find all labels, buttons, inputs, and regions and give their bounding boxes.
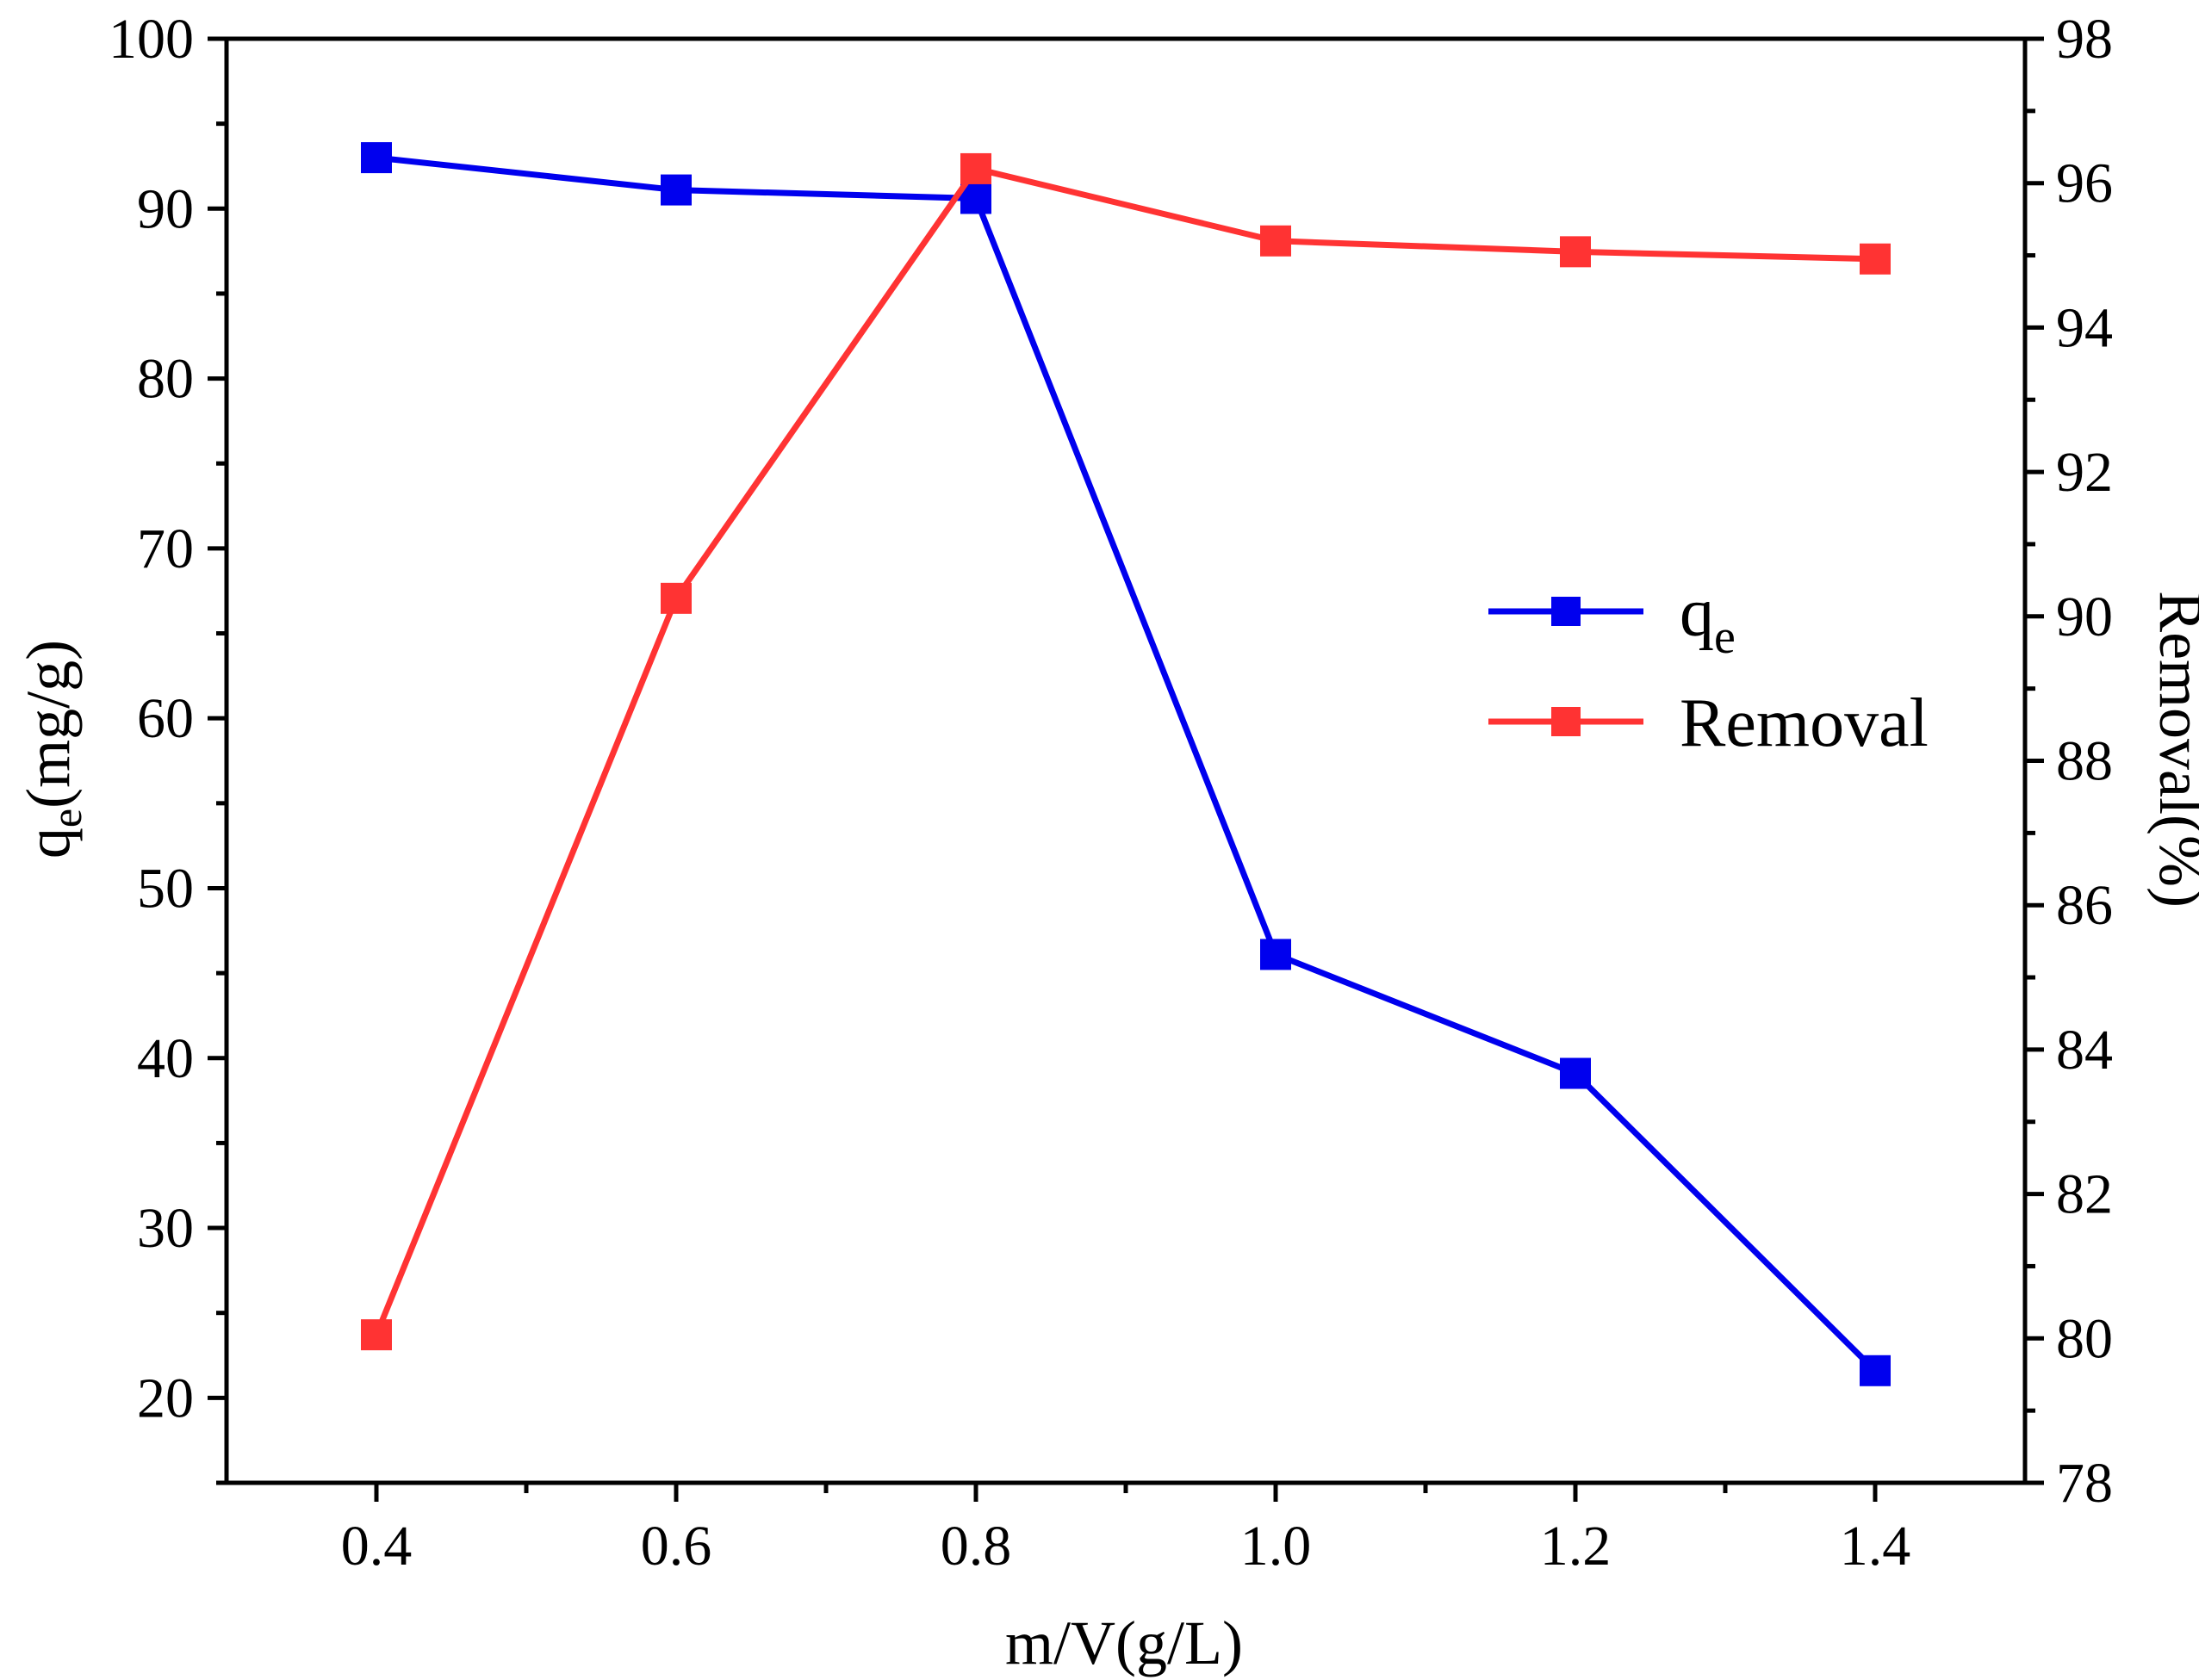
right-y-tick-label: 86 xyxy=(2056,874,2113,937)
left-y-tick-label: 60 xyxy=(137,687,194,750)
left-y-tick-label: 40 xyxy=(137,1027,194,1090)
left-y-tick-label: 100 xyxy=(109,8,194,71)
legend-label-qe-subscript: e xyxy=(1714,611,1736,664)
left-y-tick-label: 70 xyxy=(137,518,194,580)
x-tick-label: 1.2 xyxy=(1540,1515,1612,1578)
data-point-removal xyxy=(1860,243,1891,275)
right-y-tick-label: 92 xyxy=(2056,441,2113,504)
legend: qe Removal xyxy=(1488,575,1929,761)
legend-marker-removal xyxy=(1551,707,1581,736)
legend-label-qe-main: q xyxy=(1680,575,1714,651)
data-point-qe xyxy=(661,174,692,206)
left-y-tick-label: 50 xyxy=(137,857,194,920)
left-y-tick-label: 30 xyxy=(137,1197,194,1260)
x-tick-label: 0.4 xyxy=(341,1515,413,1578)
left-y-tick-label: 20 xyxy=(137,1367,194,1429)
right-y-tick-label: 80 xyxy=(2056,1307,2113,1370)
series-line-qe xyxy=(376,154,1878,1373)
right-y-tick-label: 94 xyxy=(2056,296,2113,359)
data-point-removal xyxy=(661,582,692,614)
right-y-tick-label: 90 xyxy=(2056,586,2113,648)
data-point-removal xyxy=(361,1319,392,1351)
right-y-tick-label: 82 xyxy=(2056,1163,2113,1226)
right-y-tick-label: 98 xyxy=(2056,8,2113,71)
left-axis-title-subscript: e xyxy=(42,809,90,828)
x-tick-label: 0.8 xyxy=(941,1515,1012,1578)
right-axis-title: Removal(%) xyxy=(2146,591,2199,908)
left-axis-title: qe(mg/g) xyxy=(14,640,90,859)
legend-item-removal: Removal xyxy=(1488,685,1929,761)
data-point-qe xyxy=(1860,1355,1891,1386)
right-y-tick-label: 78 xyxy=(2056,1452,2113,1515)
data-point-qe xyxy=(1560,1057,1591,1089)
right-y-tick-label: 84 xyxy=(2056,1019,2113,1082)
x-axis-title: m/V(g/L) xyxy=(1005,1609,1243,1677)
right-y-tick-label: 88 xyxy=(2056,730,2113,793)
right-y-tick-label: 96 xyxy=(2056,152,2113,215)
legend-label-removal: Removal xyxy=(1680,685,1929,761)
series-line-removal xyxy=(373,164,1876,1336)
data-point-removal xyxy=(960,152,991,184)
legend-label-qe: qe xyxy=(1680,575,1736,664)
x-tick-label: 0.6 xyxy=(641,1515,712,1578)
left-axis-title-main: q xyxy=(14,828,83,859)
legend-marker-qe xyxy=(1551,597,1581,626)
data-point-removal xyxy=(1260,225,1291,257)
x-tick-label: 1.0 xyxy=(1240,1515,1312,1578)
data-point-qe xyxy=(361,142,392,174)
left-y-tick-label: 90 xyxy=(137,177,194,240)
axes: 0.4 0.6 0.8 1.0 1.2 1.4 20 30 40 50 60 70 80 90 100 78 8… xyxy=(109,8,2113,1578)
legend-item-qe: qe xyxy=(1488,575,1736,664)
left-axis-title-unit: (mg/g) xyxy=(14,640,83,809)
data-point-qe xyxy=(1260,939,1291,970)
left-y-tick-label: 80 xyxy=(137,348,194,411)
data-point-removal xyxy=(1560,236,1591,268)
x-tick-label: 1.4 xyxy=(1840,1515,1911,1578)
series-layer xyxy=(361,142,1891,1386)
